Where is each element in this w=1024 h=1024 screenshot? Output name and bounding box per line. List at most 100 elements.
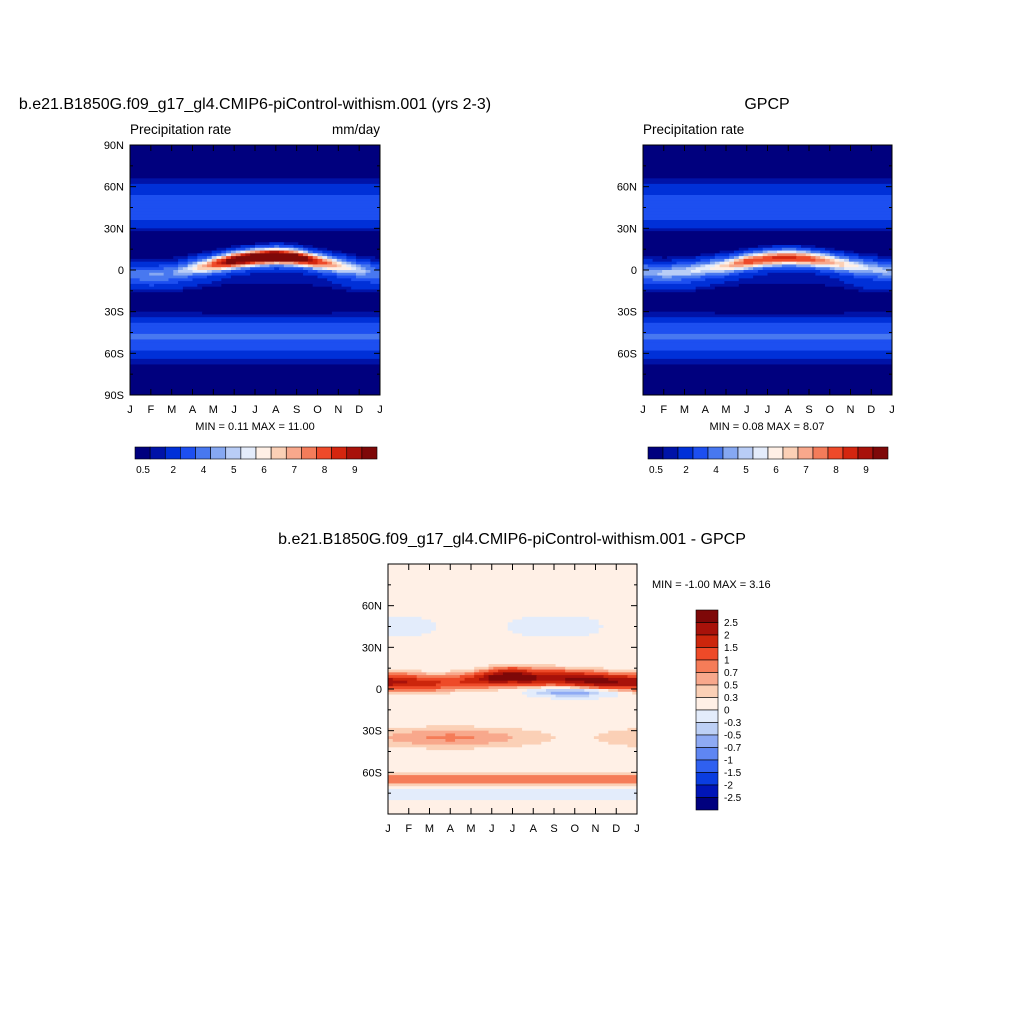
- heatmap-cell: [853, 283, 892, 288]
- heatmap-cell: [522, 727, 629, 732]
- heatmap-cell: [435, 625, 509, 629]
- heatmap-cell: [211, 270, 222, 274]
- heatmap-cell: [493, 672, 504, 676]
- heatmap-cell: [130, 261, 179, 266]
- heatmap-cell: [714, 261, 721, 266]
- heatmap-cell: [643, 247, 740, 252]
- heatmap-cell: [240, 253, 246, 257]
- heatmap-cell: [488, 730, 542, 735]
- heatmap-cell: [531, 680, 566, 685]
- heatmap-cell: [815, 256, 821, 260]
- heatmap-cell: [868, 267, 884, 271]
- heatmap-cell: [753, 264, 759, 268]
- heatmap-cell: [355, 275, 380, 279]
- heatmap-cell: [474, 666, 490, 671]
- heatmap-cell: [173, 256, 189, 260]
- colorbar-swatch: [255, 446, 272, 460]
- heatmap-cell: [341, 283, 380, 288]
- heatmap-cell: [853, 275, 879, 279]
- colorbar-swatch: [782, 446, 799, 460]
- heatmap-cell: [643, 181, 892, 185]
- heatmap-cell: [130, 303, 380, 307]
- heatmap-cell: [781, 261, 797, 266]
- heatmap-cell: [388, 680, 408, 685]
- colorbar-swatch: [872, 446, 889, 460]
- heatmap-cell: [574, 683, 595, 687]
- heatmap-cell: [130, 311, 203, 316]
- heatmap-cell: [392, 739, 447, 743]
- heatmap-cell: [388, 747, 427, 751]
- heatmap-cell: [388, 616, 423, 621]
- heatmap-cell: [388, 633, 423, 637]
- heatmap-cell: [388, 577, 637, 582]
- heatmap-cell: [643, 331, 892, 335]
- heatmap-cell: [517, 666, 533, 671]
- heatmap-cell: [312, 264, 338, 268]
- heatmap-cell: [221, 278, 328, 282]
- heatmap-cell: [608, 669, 637, 673]
- heatmap-cell: [388, 689, 437, 693]
- heatmap-cell: [245, 264, 251, 268]
- heatmap-cell: [608, 730, 637, 735]
- heatmap-cell: [331, 311, 380, 316]
- heatmap-cell: [762, 261, 773, 266]
- heatmap-cell: [493, 666, 509, 671]
- heatmap-cell: [767, 272, 816, 277]
- heatmap-cell: [474, 672, 485, 676]
- heatmap-cell: [130, 317, 380, 321]
- heatmap-cell: [844, 281, 892, 285]
- heatmap-cell: [753, 261, 764, 266]
- heatmap-cell: [388, 589, 637, 593]
- heatmap-cell: [839, 264, 845, 268]
- heatmap-cell: [230, 267, 237, 271]
- heatmap-cell: [322, 253, 328, 257]
- heatmap-cell: [810, 264, 816, 268]
- heatmap-cell: [388, 583, 637, 587]
- heatmap-cell: [307, 250, 314, 254]
- x-tick-label: D: [612, 823, 620, 835]
- heatmap-cell: [834, 247, 892, 252]
- y-tick-label: 60S: [104, 348, 124, 360]
- x-tick-label: J: [640, 404, 646, 416]
- heatmap-cell: [388, 650, 637, 654]
- heatmap-cell: [216, 258, 222, 263]
- heatmap-cell: [522, 616, 590, 621]
- heatmap-cell: [733, 250, 745, 254]
- heatmap-cell: [264, 261, 275, 266]
- x-tick-label: F: [147, 404, 154, 416]
- heatmap-cell: [714, 256, 730, 260]
- heatmap-cell: [130, 270, 174, 274]
- heatmap-cell: [743, 256, 749, 260]
- heatmap-cell: [643, 328, 892, 332]
- heatmap-cell: [336, 256, 347, 260]
- heatmap-cell: [834, 270, 850, 274]
- heatmap-cell: [762, 264, 773, 268]
- panel-obs: GPCP Precipitation rate J F M A M J J A S O N D J60S…: [617, 96, 895, 476]
- x-tick-label: N: [847, 404, 855, 416]
- heatmap-cell: [130, 231, 380, 235]
- heatmap-cell: [392, 733, 447, 737]
- heatmap-cell: [303, 267, 314, 271]
- colorbar-swatch: [695, 747, 719, 761]
- heatmap-cell: [796, 261, 812, 266]
- heatmap-cell: [643, 245, 759, 249]
- heatmap-cell: [312, 267, 323, 271]
- heatmap-cell: [643, 206, 892, 210]
- heatmap-cell: [844, 250, 855, 254]
- heatmap-cell: [796, 250, 807, 254]
- heatmap-cell: [536, 691, 552, 696]
- heatmap-cell: [283, 242, 299, 246]
- heatmap-cell: [130, 353, 380, 357]
- heatmap-cell: [130, 333, 380, 338]
- y-tick-label: 60N: [104, 182, 124, 194]
- heatmap-cell: [555, 683, 576, 687]
- colorbar-label: -1.5: [724, 768, 742, 779]
- colorbar-label: 2: [683, 465, 689, 476]
- heatmap-cell: [643, 320, 892, 324]
- heatmap-cell: [307, 270, 319, 274]
- heatmap-cell: [643, 214, 892, 218]
- x-tick-label: J: [377, 404, 383, 416]
- heatmap-cell: [182, 286, 203, 291]
- heatmap-cell: [388, 575, 637, 579]
